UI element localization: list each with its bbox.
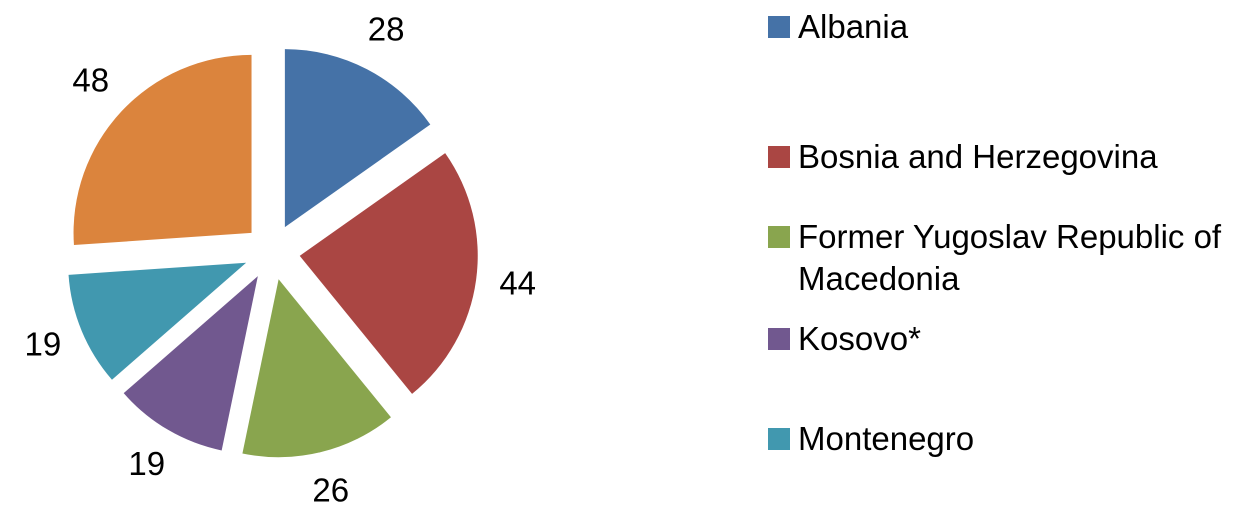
legend-item: Bosnia and Herzegovina xyxy=(768,136,1228,178)
data-label: 48 xyxy=(72,61,109,98)
pie-slice xyxy=(68,262,247,380)
pie-slice xyxy=(284,49,431,228)
legend-label: Former Yugoslav Republic of Macedonia xyxy=(798,218,1222,297)
data-label: 28 xyxy=(368,11,405,48)
legend-item: Montenegro xyxy=(768,418,1228,460)
legend-item: Kosovo* xyxy=(768,318,1228,360)
legend-item: Albania xyxy=(768,6,1228,48)
legend-swatch xyxy=(768,328,790,350)
legend-swatch xyxy=(768,428,790,450)
legend-label: Albania xyxy=(798,8,909,45)
pie-slice xyxy=(73,54,252,246)
legend-swatch xyxy=(768,226,790,248)
data-label: 44 xyxy=(499,264,536,301)
legend-label: Bosnia and Herzegovina xyxy=(798,138,1158,175)
data-label: 19 xyxy=(128,445,165,482)
pie-slice xyxy=(123,276,258,451)
data-label: 26 xyxy=(312,472,349,509)
legend-item: Former Yugoslav Republic of Macedonia xyxy=(768,216,1228,300)
pie-slice xyxy=(242,279,391,458)
legend-label: Kosovo* xyxy=(798,320,921,357)
legend-label: Montenegro xyxy=(798,420,975,457)
pie-slice xyxy=(299,153,478,394)
data-label: 19 xyxy=(25,326,62,363)
legend-swatch xyxy=(768,16,790,38)
legend-swatch xyxy=(768,146,790,168)
